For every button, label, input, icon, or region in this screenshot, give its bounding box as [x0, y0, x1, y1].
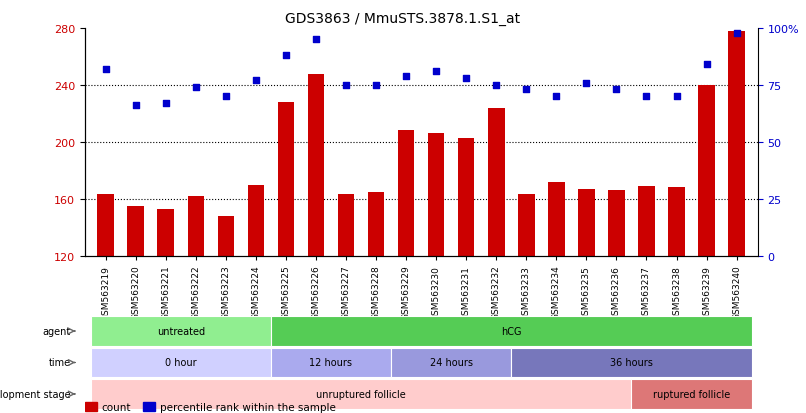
- Text: ruptured follicle: ruptured follicle: [653, 389, 730, 399]
- Point: [129, 103, 142, 109]
- Bar: [428, 134, 444, 413]
- Point: [640, 94, 653, 100]
- Point: [430, 69, 442, 75]
- Point: [730, 30, 743, 37]
- Point: [550, 94, 563, 100]
- Bar: [247, 185, 264, 413]
- Bar: [85, 402, 97, 411]
- Point: [459, 76, 472, 82]
- Text: untreated: untreated: [156, 326, 205, 336]
- Bar: [188, 197, 204, 413]
- Point: [219, 94, 232, 100]
- Point: [580, 80, 593, 87]
- Bar: [278, 103, 294, 413]
- Bar: [698, 85, 715, 413]
- Bar: [127, 206, 144, 413]
- Bar: [398, 131, 414, 413]
- Bar: [218, 216, 234, 413]
- Text: count: count: [102, 402, 131, 412]
- Text: 24 hours: 24 hours: [430, 358, 472, 368]
- Bar: [729, 32, 745, 413]
- Text: 0 hour: 0 hour: [165, 358, 197, 368]
- Text: percentile rank within the sample: percentile rank within the sample: [160, 402, 335, 412]
- Point: [280, 53, 293, 59]
- Bar: [488, 108, 505, 413]
- Bar: [98, 195, 114, 413]
- Bar: [308, 74, 324, 413]
- Point: [400, 73, 413, 80]
- Bar: [518, 195, 534, 413]
- Point: [610, 87, 623, 93]
- Point: [490, 82, 503, 89]
- Text: development stage: development stage: [0, 389, 71, 399]
- Point: [99, 66, 112, 73]
- Bar: [143, 402, 155, 411]
- Bar: [578, 189, 595, 413]
- Text: 36 hours: 36 hours: [610, 358, 653, 368]
- Point: [700, 62, 713, 69]
- Point: [249, 78, 262, 84]
- Point: [520, 87, 533, 93]
- Text: agent: agent: [43, 326, 71, 336]
- Point: [310, 37, 322, 43]
- Point: [339, 82, 352, 89]
- Bar: [338, 195, 355, 413]
- Point: [670, 94, 683, 100]
- Bar: [668, 188, 685, 413]
- Text: hCG: hCG: [501, 326, 521, 336]
- Text: unruptured follicle: unruptured follicle: [316, 389, 406, 399]
- Point: [189, 85, 202, 91]
- Bar: [548, 182, 564, 413]
- Bar: [458, 138, 475, 413]
- Point: [370, 82, 383, 89]
- Bar: [638, 187, 654, 413]
- Bar: [368, 192, 384, 413]
- Text: GDS3863 / MmuSTS.3878.1.S1_at: GDS3863 / MmuSTS.3878.1.S1_at: [285, 12, 521, 26]
- Text: 12 hours: 12 hours: [310, 358, 352, 368]
- Text: time: time: [49, 358, 71, 368]
- Point: [160, 100, 172, 107]
- Bar: [609, 191, 625, 413]
- Bar: [157, 209, 174, 413]
